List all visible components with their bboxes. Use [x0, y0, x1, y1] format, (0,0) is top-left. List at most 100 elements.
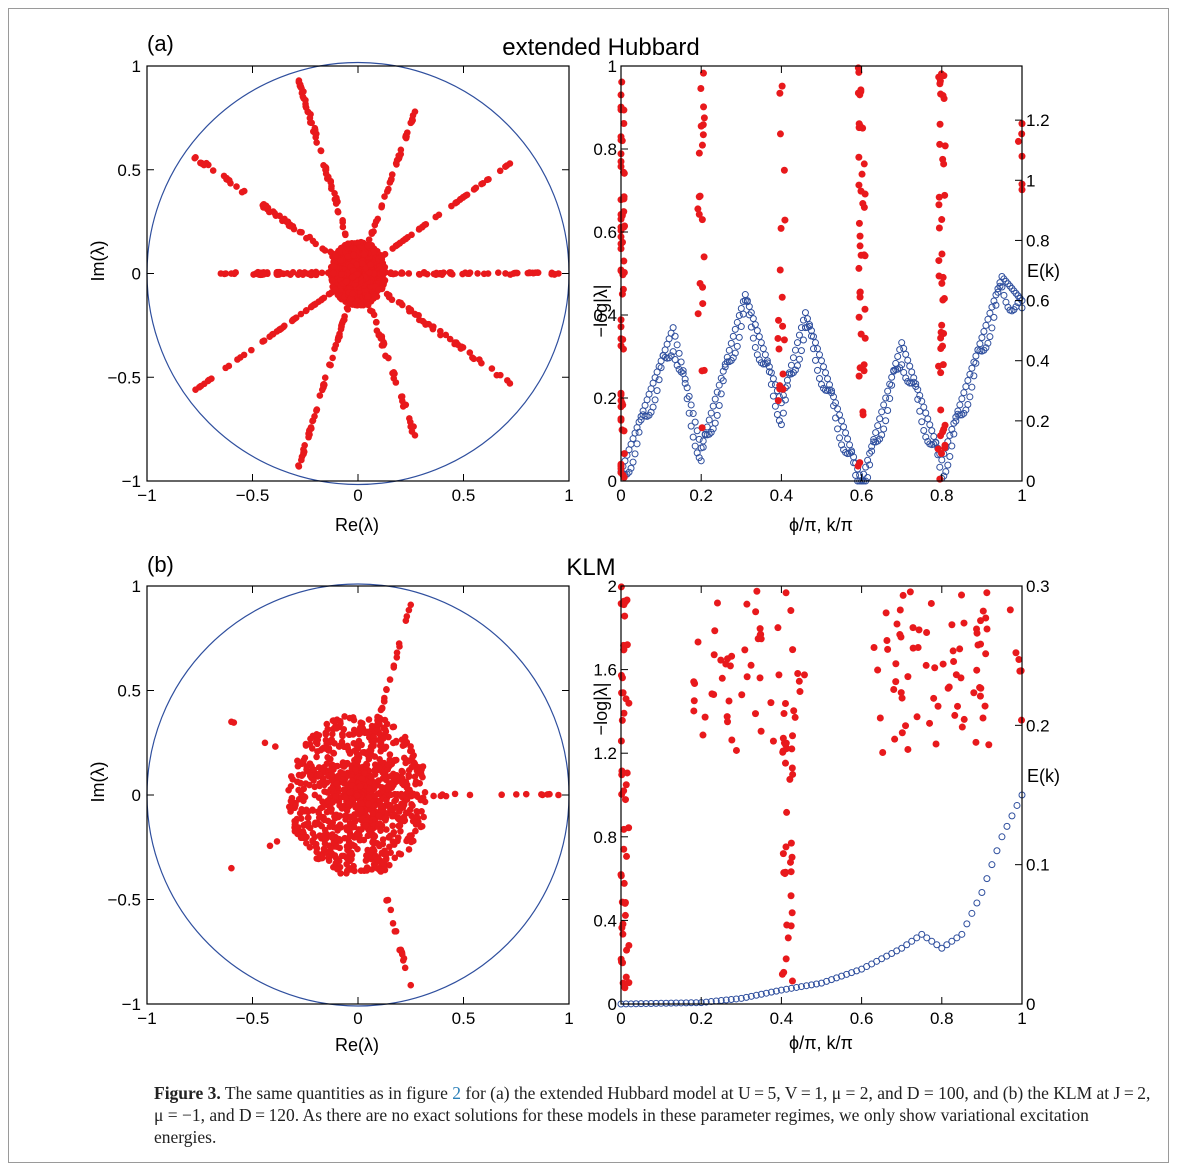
- y-tick-label-left: 0: [608, 995, 617, 1014]
- neglog-point: [935, 224, 943, 232]
- energy-point: [1013, 801, 1021, 809]
- eigenvalue-point: [526, 269, 534, 277]
- eigenvalue-point: [412, 827, 419, 835]
- eigenvalue-point: [371, 753, 379, 760]
- energy-point: [777, 421, 785, 429]
- neglog-point: [694, 205, 702, 213]
- energy-point: [791, 366, 799, 374]
- neglog-point: [800, 671, 808, 679]
- eigenvalue-point: [305, 814, 312, 821]
- neglog-point: [884, 645, 892, 653]
- neglog-point: [698, 216, 706, 224]
- eigenvalue-point: [379, 280, 387, 287]
- eigenvalue-point: [392, 159, 400, 167]
- eigenvalue-point: [309, 807, 317, 814]
- eigenvalue-point: [357, 867, 365, 874]
- neglog-point: [620, 120, 628, 128]
- eigenvalue-point: [386, 751, 394, 758]
- eigenvalue-point: [370, 311, 378, 319]
- energy-point: [952, 417, 960, 425]
- eigenvalue-point: [399, 768, 406, 776]
- x-tick-label: −0.5: [236, 486, 270, 505]
- neglog-point: [695, 210, 703, 218]
- eigenvalue-point: [488, 365, 496, 372]
- caption-figure-ref-link[interactable]: 2: [452, 1083, 462, 1103]
- neglog-point: [695, 193, 703, 201]
- eigenvalue-point: [310, 777, 317, 784]
- eigenvalue-point: [313, 139, 320, 146]
- neglog-point: [960, 715, 968, 723]
- eigenvalue-point: [300, 446, 307, 453]
- energy-point: [789, 354, 797, 362]
- eigenvalue-point: [260, 271, 267, 278]
- energy-point: [946, 431, 954, 439]
- eigenvalue-point: [334, 291, 342, 299]
- eigenvalue-point: [289, 222, 297, 230]
- y-tick-label: 0: [132, 265, 141, 284]
- eigenvalue-point: [339, 730, 346, 738]
- eigenvalue-point: [350, 823, 358, 831]
- eigenvalue-point: [382, 814, 390, 822]
- eigenvalue-point: [336, 844, 344, 852]
- energy-point: [978, 889, 986, 897]
- energy-point: [689, 410, 697, 418]
- neglog-point: [958, 723, 966, 731]
- x-tick-label: 0.2: [689, 1009, 713, 1028]
- energy-point: [966, 393, 974, 401]
- eigenvalue-point: [269, 331, 276, 338]
- eigenvalue-point: [271, 209, 278, 217]
- eigenvalue-point: [342, 278, 350, 286]
- x-tick-label: −1: [137, 1009, 156, 1028]
- panel-b-excitation-energy-series: [617, 791, 1026, 1008]
- neglog-point: [892, 660, 900, 668]
- eigenvalue-point: [240, 351, 248, 359]
- x-tick-label: 1: [1017, 486, 1026, 505]
- energy-point: [986, 309, 994, 317]
- energy-point: [896, 346, 904, 354]
- eigenvalue-point: [353, 792, 361, 799]
- eigenvalue-point: [364, 846, 371, 854]
- energy-point: [826, 381, 834, 389]
- energy-point: [972, 352, 980, 360]
- eigenvalue-point: [379, 269, 386, 276]
- neglog-point: [904, 745, 912, 753]
- energy-point: [862, 463, 870, 471]
- energy-point: [732, 995, 740, 1003]
- energy-point: [815, 375, 823, 383]
- panel-b-right-axes-box: [620, 585, 1023, 1005]
- neglog-point: [787, 868, 795, 876]
- energy-point: [793, 362, 801, 370]
- neglog-point: [935, 201, 943, 209]
- neglog-point: [861, 305, 869, 313]
- eigenvalue-point: [313, 753, 320, 761]
- eigenvalue-point: [311, 126, 319, 134]
- energy-point: [719, 367, 727, 375]
- eigenvalue-point: [307, 424, 315, 431]
- eigenvalue-point: [397, 827, 404, 835]
- neglog-point: [620, 208, 628, 216]
- energy-point: [962, 383, 970, 391]
- energy-point: [960, 409, 968, 417]
- neglog-point: [621, 612, 629, 620]
- neglog-point: [622, 695, 630, 703]
- eigenvalue-point: [435, 211, 443, 219]
- energy-point: [976, 340, 984, 348]
- eigenvalue-point: [324, 754, 331, 761]
- energy-point: [691, 442, 699, 450]
- eigenvalue-point: [343, 869, 350, 877]
- energy-point: [811, 339, 819, 347]
- energy-point: [737, 323, 745, 331]
- neglog-point: [780, 710, 788, 718]
- neglog-point: [788, 977, 796, 985]
- neglog-point: [935, 193, 943, 201]
- energy-point: [711, 419, 719, 427]
- energy-point: [902, 350, 910, 358]
- eigenvalue-point: [362, 857, 370, 864]
- eigenvalue-point: [376, 756, 383, 763]
- neglog-point: [857, 330, 865, 338]
- energy-point: [964, 376, 972, 384]
- neglog-point: [922, 661, 930, 669]
- energy-point: [715, 402, 723, 410]
- energy-point: [840, 423, 848, 431]
- y-tick-label-right: 0.3: [1026, 577, 1050, 596]
